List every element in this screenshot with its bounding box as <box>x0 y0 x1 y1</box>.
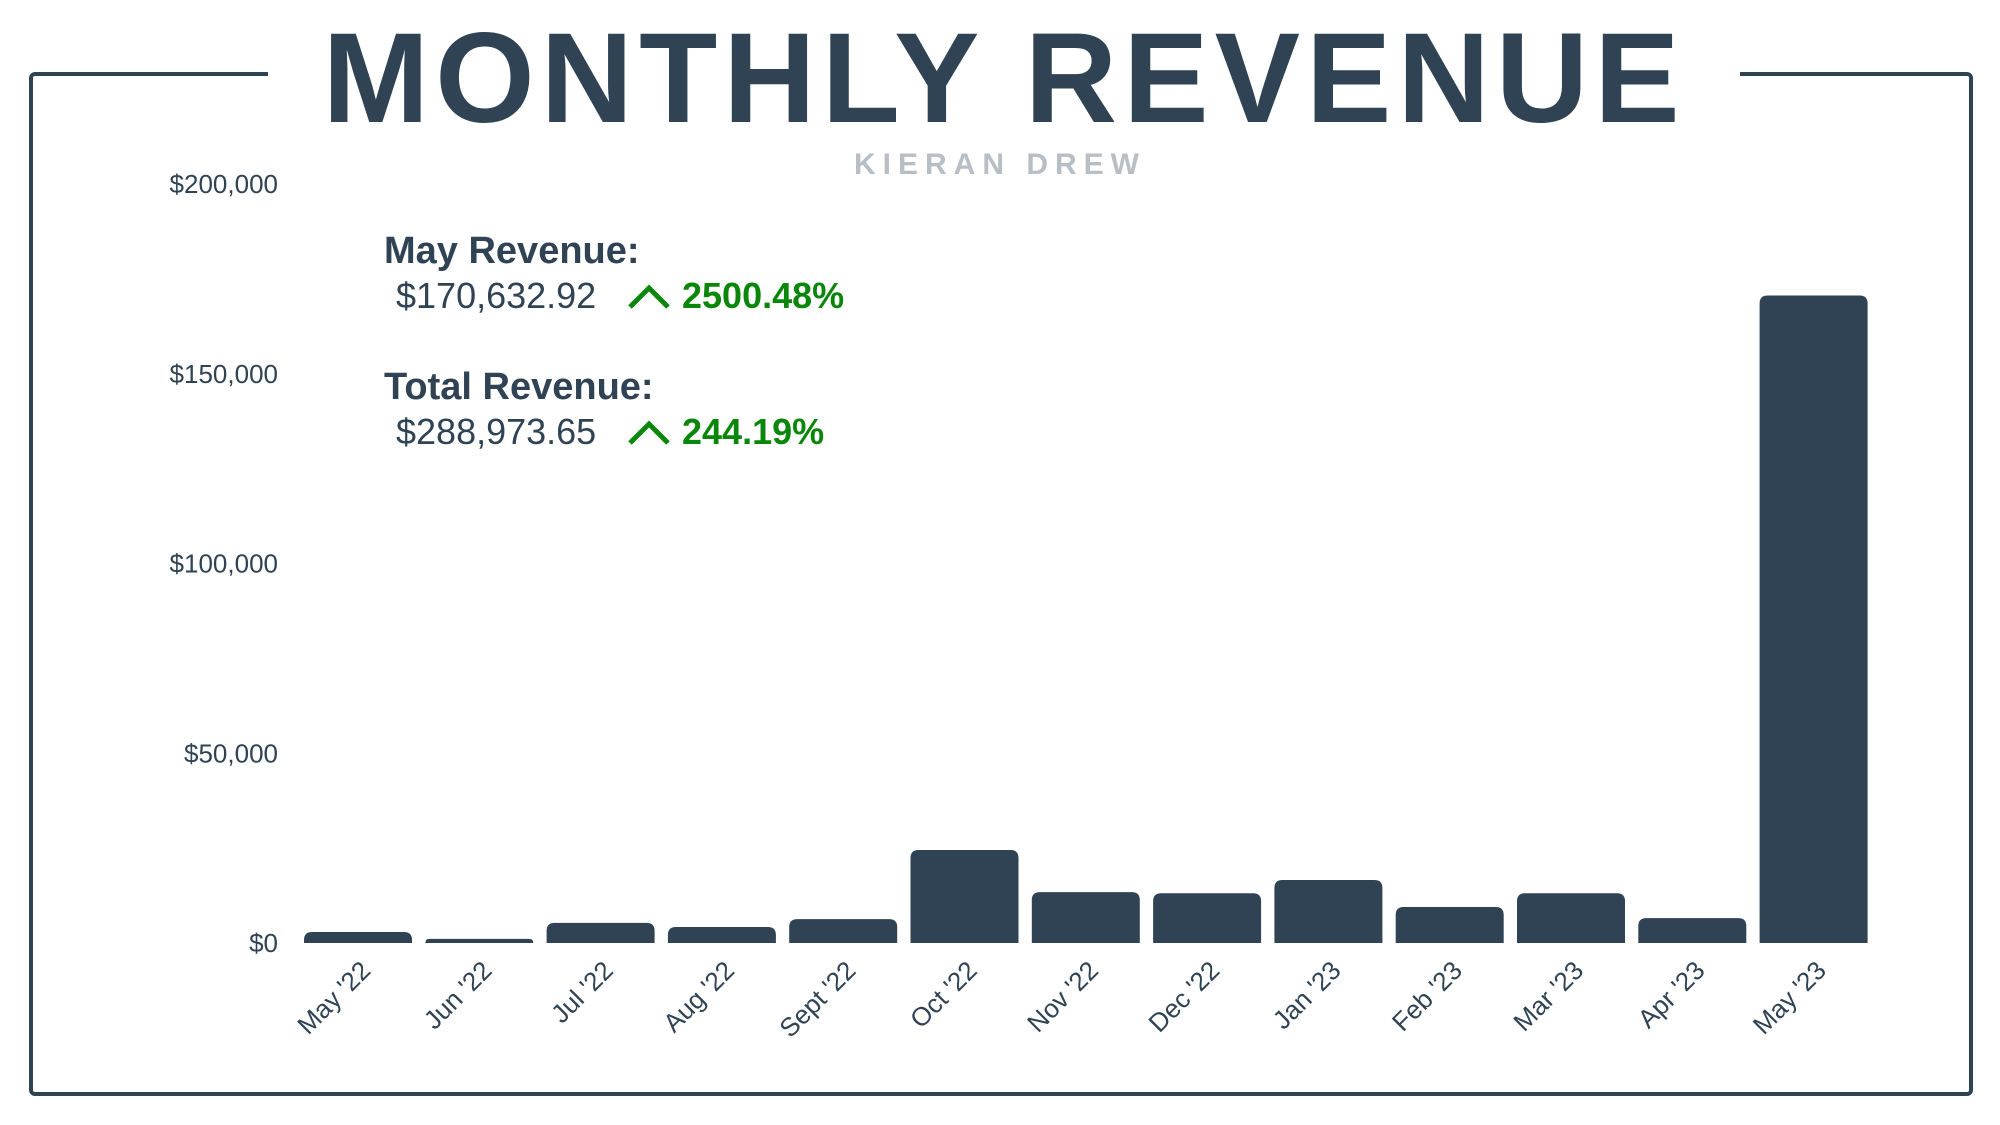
bar <box>1153 893 1262 943</box>
bar <box>546 922 655 943</box>
bar <box>1274 880 1383 943</box>
bar <box>1638 918 1747 943</box>
x-tick-label: Mar '23 <box>1507 955 1589 1037</box>
stats-panel: May Revenue: $170,632.92 2500.48% Total … <box>384 228 844 454</box>
y-tick-label: $50,000 <box>184 738 278 768</box>
y-tick-label: $150,000 <box>170 359 278 389</box>
bar <box>667 927 776 943</box>
y-tick-label: $100,000 <box>170 549 278 579</box>
total-revenue-label: Total Revenue: <box>384 366 654 408</box>
total-revenue-change: 244.19% <box>682 411 825 452</box>
x-tick-label: Apr '23 <box>1632 955 1711 1034</box>
bar <box>1031 892 1140 943</box>
bar <box>1395 906 1504 943</box>
may-revenue-value: $170,632.92 <box>396 275 597 316</box>
bar <box>304 931 412 943</box>
may-revenue-change: 2500.48% <box>682 275 845 316</box>
bar <box>425 938 534 943</box>
x-tick-label: Sept '22 <box>773 955 861 1043</box>
x-tick-label: May '23 <box>1747 955 1832 1040</box>
y-tick-label: $200,000 <box>170 169 278 199</box>
caret-up-icon <box>628 284 670 309</box>
may-revenue-label: May Revenue: <box>384 230 640 272</box>
bar <box>1759 295 1868 943</box>
chart-title: MONTHLY REVENUE <box>268 14 1740 144</box>
x-tick-label: Jun '22 <box>418 955 498 1035</box>
x-tick-label: Dec '22 <box>1142 955 1225 1038</box>
bar <box>910 850 1019 943</box>
x-tick-label: Oct '22 <box>904 955 983 1034</box>
x-tick-label: Jul '22 <box>545 955 619 1029</box>
bar <box>789 919 898 943</box>
x-tick-label: Aug '22 <box>657 955 740 1038</box>
chart-subtitle: KIERAN DREW <box>854 148 1146 181</box>
y-tick-label: $0 <box>249 928 278 958</box>
x-tick-label: Nov '22 <box>1021 955 1104 1038</box>
x-tick-label: May '22 <box>291 955 376 1040</box>
caret-up-icon <box>628 420 670 445</box>
x-tick-label: Feb '23 <box>1386 955 1468 1037</box>
total-revenue-value: $288,973.65 <box>396 411 597 452</box>
x-tick-label: Jan '23 <box>1267 955 1347 1035</box>
bar <box>1517 893 1625 943</box>
